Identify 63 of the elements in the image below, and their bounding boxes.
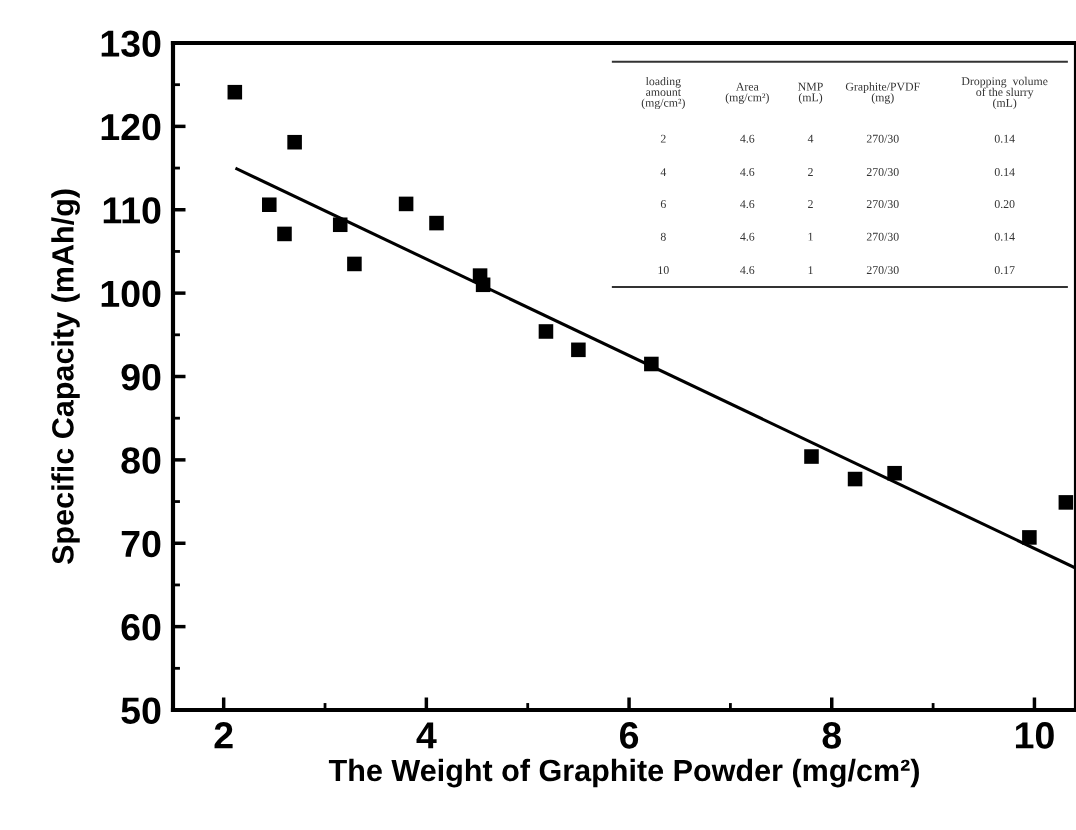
annotation: 2 [808, 200, 813, 208]
point [347, 256, 362, 272]
y-tick-label: 70 [121, 530, 161, 558]
annotation: 0.17 [994, 266, 1015, 275]
x-tick-label: 8 [822, 722, 842, 749]
point [332, 217, 348, 233]
y-tick-label: 130 [101, 30, 161, 58]
annotation: 0.14 [994, 134, 1015, 143]
annotation: 1 [808, 266, 813, 274]
x-tick-label: 6 [620, 722, 639, 749]
annotation: 6 [660, 200, 666, 209]
annotation: NMP (mL) [798, 82, 823, 104]
annotation: 4.6 [740, 168, 755, 177]
y-axis-title: Specific Capacity (mAh/g) [51, 189, 80, 565]
annotation: 4.6 [740, 200, 755, 209]
annotation: 0.20 [994, 200, 1015, 209]
annotation: loading amount (mg/cm²) [641, 76, 685, 110]
annotation: 4 [660, 168, 667, 176]
point [538, 324, 554, 339]
annotation: 4.6 [740, 266, 755, 275]
annotation: 1 [808, 232, 813, 241]
annotation: 2 [808, 168, 813, 176]
x-tick-label: 10 [1015, 722, 1054, 749]
x-tick-label: 2 [214, 722, 233, 749]
x-axis-title: The Weight of Graphite Powder (mg/cm²) [328, 758, 919, 788]
annotation: Dropping volume of the slurry (mL) [961, 76, 1048, 110]
point [429, 215, 444, 231]
annotation: 270/30 [866, 200, 899, 209]
point [571, 342, 586, 358]
annotation: 4.6 [740, 134, 755, 143]
y-tick-label: 60 [121, 614, 161, 641]
annotation: Area (mg/cm²) [725, 82, 769, 104]
annotation: 4.6 [740, 232, 755, 241]
annotation: 270/30 [866, 168, 899, 177]
point [277, 226, 292, 242]
annotation: 270/30 [866, 134, 899, 143]
point [398, 196, 414, 212]
point [227, 84, 243, 100]
annotation: 4 [807, 134, 814, 143]
annotation: 8 [660, 232, 666, 241]
x-tick-label: 4 [416, 722, 437, 749]
y-tick-label: 120 [101, 113, 161, 141]
point [644, 356, 659, 372]
annotation: 2 [660, 134, 666, 143]
point [1022, 530, 1037, 545]
y-tick-label: 100 [101, 280, 161, 308]
point [804, 449, 819, 464]
point [847, 471, 863, 487]
annotation: 0.14 [994, 232, 1015, 241]
point [262, 197, 277, 213]
y-tick-label: 90 [121, 363, 161, 391]
y-tick-label: 50 [121, 697, 161, 724]
annotation: 10 [658, 266, 669, 275]
y-tick-label: 110 [103, 197, 161, 224]
annotation: 270/30 [866, 266, 899, 275]
point [1058, 495, 1074, 510]
annotation: 0.14 [994, 168, 1015, 177]
point [475, 277, 491, 293]
point [887, 465, 902, 481]
y-tick-label: 80 [121, 447, 161, 474]
point [287, 134, 302, 150]
annotation: Graphite/PVDF (mg) [845, 82, 920, 104]
annotation: 270/30 [866, 232, 899, 241]
